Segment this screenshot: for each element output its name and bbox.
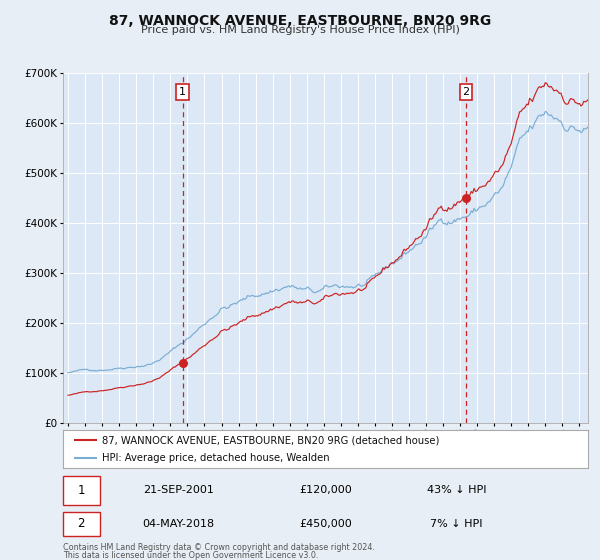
- Text: HPI: Average price, detached house, Wealden: HPI: Average price, detached house, Weal…: [103, 453, 330, 463]
- Text: £450,000: £450,000: [299, 519, 352, 529]
- FancyBboxPatch shape: [63, 512, 100, 536]
- Text: This data is licensed under the Open Government Licence v3.0.: This data is licensed under the Open Gov…: [63, 551, 319, 560]
- Text: 1: 1: [179, 87, 186, 97]
- Text: 43% ↓ HPI: 43% ↓ HPI: [427, 485, 487, 495]
- Text: 7% ↓ HPI: 7% ↓ HPI: [431, 519, 483, 529]
- Text: 04-MAY-2018: 04-MAY-2018: [142, 519, 215, 529]
- Text: 2: 2: [463, 87, 470, 97]
- Text: £120,000: £120,000: [299, 485, 352, 495]
- Text: 1: 1: [77, 483, 85, 497]
- Text: 87, WANNOCK AVENUE, EASTBOURNE, BN20 9RG (detached house): 87, WANNOCK AVENUE, EASTBOURNE, BN20 9RG…: [103, 435, 440, 445]
- Text: 2: 2: [77, 517, 85, 530]
- Text: 87, WANNOCK AVENUE, EASTBOURNE, BN20 9RG: 87, WANNOCK AVENUE, EASTBOURNE, BN20 9RG: [109, 14, 491, 28]
- Text: Contains HM Land Registry data © Crown copyright and database right 2024.: Contains HM Land Registry data © Crown c…: [63, 543, 375, 552]
- Text: 21-SEP-2001: 21-SEP-2001: [143, 485, 214, 495]
- FancyBboxPatch shape: [63, 475, 100, 505]
- Text: Price paid vs. HM Land Registry's House Price Index (HPI): Price paid vs. HM Land Registry's House …: [140, 25, 460, 35]
